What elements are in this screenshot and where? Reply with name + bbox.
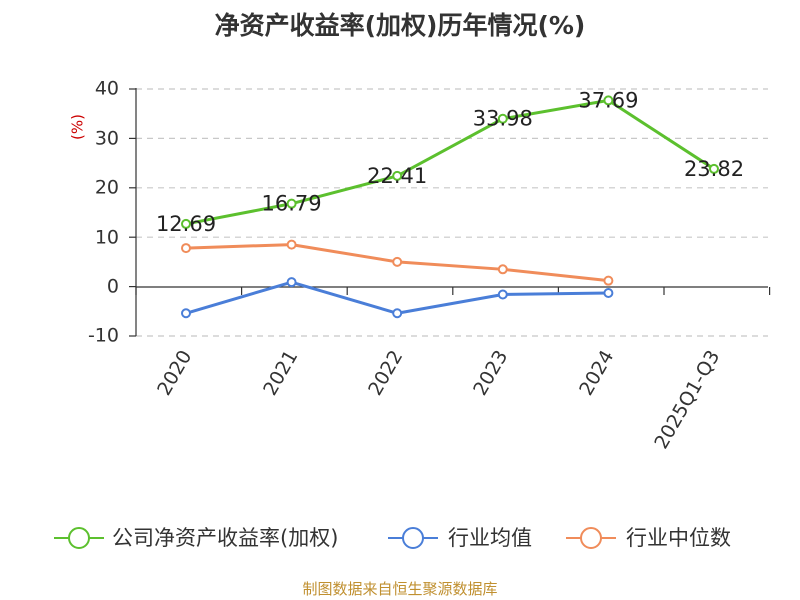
y-tick-label: 10 xyxy=(95,227,119,249)
data-point[interactable] xyxy=(497,264,508,275)
chart-title: 净资产收益率(加权)历年情况(%) xyxy=(215,11,586,40)
legend-label: 行业均值 xyxy=(448,526,532,550)
y-tick-label: 30 xyxy=(95,128,119,150)
data-point[interactable] xyxy=(181,218,191,229)
y-axis-unit: (%) xyxy=(69,114,87,140)
y-tick-label: 40 xyxy=(95,78,119,100)
data-label: 22.41 xyxy=(367,164,427,188)
legend-item-industry-mean[interactable]: 行业均值 xyxy=(388,526,532,550)
x-tick-label: 2025Q1-Q3 xyxy=(650,347,724,453)
data-point[interactable] xyxy=(603,288,614,299)
data-label: 16.79 xyxy=(262,192,322,216)
y-tick-labels: 40 30 20 10 0 -10 xyxy=(88,78,119,347)
data-label: 37.69 xyxy=(578,88,638,112)
data-point[interactable] xyxy=(286,277,297,288)
x-tick-label: 2020 xyxy=(153,347,196,400)
y-tick-label: 0 xyxy=(107,276,119,298)
data-label: 33.98 xyxy=(473,107,533,131)
data-label: 12.69 xyxy=(156,212,216,236)
legend-item-roe[interactable]: 公司净资产收益率(加权) xyxy=(54,526,338,550)
legend-item-industry-median[interactable]: 行业中位数 xyxy=(566,526,731,550)
y-tick-label: -10 xyxy=(88,325,119,347)
data-point[interactable] xyxy=(392,170,403,181)
data-label: 23.82 xyxy=(684,157,744,181)
x-tick-label: 2024 xyxy=(575,347,618,400)
source-note: 制图数据来自恒生聚源数据库 xyxy=(302,580,497,598)
series-layer xyxy=(181,95,719,319)
legend-marker-circle-icon xyxy=(580,527,602,549)
data-point[interactable] xyxy=(392,308,403,319)
legend: 公司净资产收益率(加权) 行业均值 行业中位数 xyxy=(54,526,731,550)
data-point[interactable] xyxy=(286,198,297,209)
data-point[interactable] xyxy=(497,289,508,300)
data-point[interactable] xyxy=(497,113,508,124)
x-tick-labels: 2020 2021 2022 2023 2024 2025Q1-Q3 xyxy=(153,347,724,453)
axes xyxy=(129,88,771,337)
legend-marker-circle-icon xyxy=(402,527,424,549)
series-line xyxy=(185,98,715,226)
y-tick-label: 20 xyxy=(95,177,119,199)
x-tick-label: 2022 xyxy=(364,347,407,400)
data-point[interactable] xyxy=(181,308,191,319)
x-tick-label: 2021 xyxy=(259,347,302,400)
data-point[interactable] xyxy=(392,256,403,267)
data-point[interactable] xyxy=(286,239,297,250)
x-tick-label: 2023 xyxy=(469,347,512,400)
legend-marker-circle-icon xyxy=(68,527,90,549)
data-point[interactable] xyxy=(603,95,614,106)
data-point[interactable] xyxy=(603,275,614,286)
data-point[interactable] xyxy=(709,163,719,174)
data-point[interactable] xyxy=(181,243,191,254)
data-labels: 12.69 16.79 22.41 33.98 37.69 23.82 xyxy=(156,88,744,236)
legend-label: 公司净资产收益率(加权) xyxy=(112,526,338,550)
legend-label: 行业中位数 xyxy=(626,526,731,550)
